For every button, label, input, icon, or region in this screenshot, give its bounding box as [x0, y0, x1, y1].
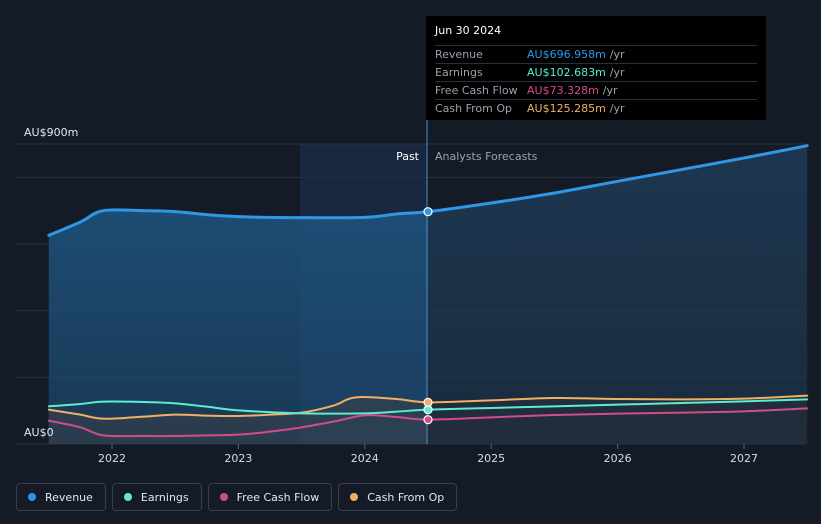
- revenue-past-area: [48, 209, 429, 444]
- tooltip-row: Free Cash Flow AU$73.328m/yr: [435, 81, 757, 99]
- y-label-bottom: AU$0: [24, 426, 54, 439]
- earnings-line: [47, 398, 809, 415]
- legend-item-free-cash-flow[interactable]: Free Cash Flow: [207, 483, 333, 511]
- x-tick-label: 2024: [351, 452, 379, 465]
- tooltip-row-unit: /yr: [609, 48, 625, 61]
- x-tick-label: 2022: [98, 452, 126, 465]
- tooltip-row-label: Revenue: [435, 48, 483, 61]
- revenue-forecast-area: [428, 145, 808, 444]
- earnings-past-area: [48, 396, 429, 444]
- tooltip-row-label: Cash From Op: [435, 102, 513, 115]
- tooltip-row-value: AU$73.328m: [527, 84, 599, 97]
- tooltip-row: Earnings AU$102.683m/yr: [435, 63, 757, 81]
- tooltip: Jun 30 2024 Revenue AU$696.958m/yr Earning…: [426, 16, 766, 120]
- tooltip-row-unit: /yr: [609, 66, 625, 79]
- revenue-line: [47, 144, 809, 237]
- tooltip-row-label: Earnings: [435, 66, 483, 79]
- legend-item-earnings[interactable]: Earnings: [111, 483, 202, 511]
- cash-from-op-line: [47, 394, 809, 420]
- x-tick-label: 2027: [730, 452, 758, 465]
- x-tick-label: 2025: [477, 452, 505, 465]
- tooltip-date: Jun 30 2024: [435, 24, 502, 37]
- legend-item-revenue[interactable]: Revenue: [16, 483, 106, 511]
- cash-from-op-point: [423, 397, 433, 407]
- legend-label: Earnings: [140, 490, 189, 504]
- y-label-top: AU$900m: [24, 126, 78, 139]
- tooltip-row: Cash From Op AU$125.285m/yr: [435, 99, 757, 117]
- x-tick-label: 2023: [224, 452, 252, 465]
- legend-label: Cash From Op: [367, 490, 445, 504]
- earnings-forecast-area: [428, 395, 808, 444]
- tooltip-row: Revenue AU$696.958m/yr: [435, 45, 757, 63]
- tooltip-row-value: AU$696.958m: [527, 48, 606, 61]
- legend-label: Revenue: [45, 490, 93, 504]
- past-label: Past: [396, 150, 420, 163]
- free-cash-flow-line: [47, 407, 809, 438]
- legend-dot-icon: [219, 493, 228, 501]
- tooltip-row-unit: /yr: [609, 102, 625, 115]
- legend-item-cash-from-op[interactable]: Cash From Op: [338, 483, 458, 511]
- legend-dot-icon: [350, 493, 359, 501]
- free-cash-flow-point: [423, 415, 433, 425]
- legend-dot-icon: [123, 493, 132, 501]
- tooltip-row-unit: /yr: [602, 84, 618, 97]
- legend-label: Free Cash Flow: [236, 490, 320, 504]
- legend: Revenue Earnings Free Cash Flow Cash From O…: [16, 483, 458, 511]
- tooltip-row-label: Free Cash Flow: [435, 84, 518, 97]
- revenue-point: [423, 207, 433, 217]
- forecast-label: Analysts Forecasts: [435, 150, 538, 163]
- legend-dot-icon: [28, 493, 36, 501]
- tooltip-row-value: AU$125.285m: [527, 102, 606, 115]
- tooltip-row-value: AU$102.683m: [527, 66, 606, 79]
- x-tick-label: 2026: [604, 452, 632, 465]
